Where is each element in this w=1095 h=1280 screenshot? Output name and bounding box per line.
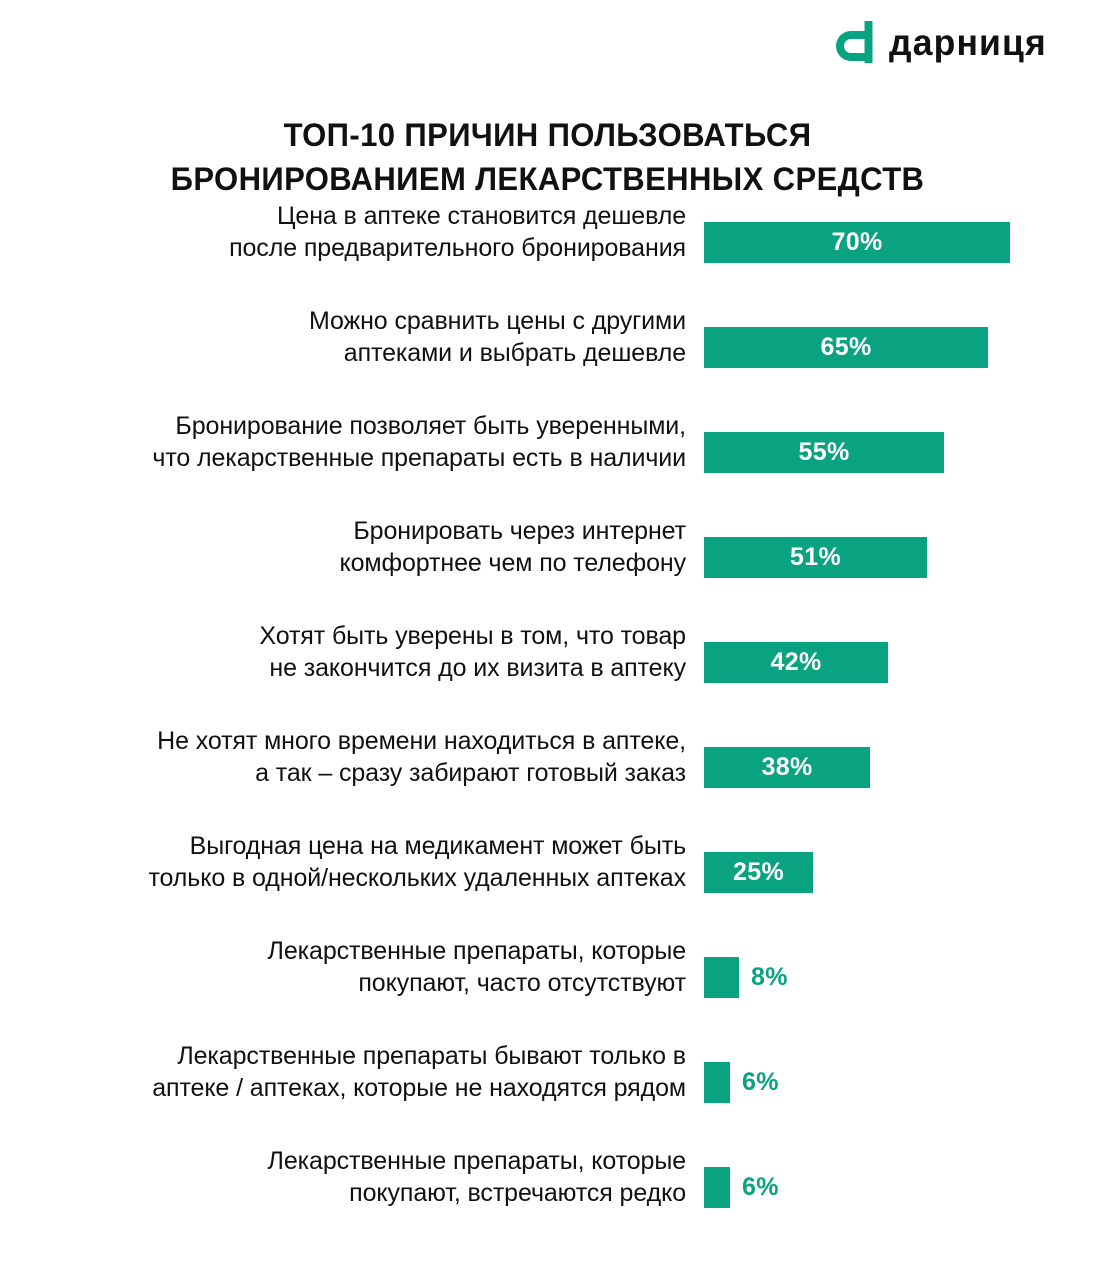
darnitsa-d-logo-icon — [835, 21, 872, 63]
chart-row: Не хотят много времени находиться в апте… — [0, 725, 1095, 830]
bar-value-label: 6% — [742, 1173, 779, 1201]
bar[interactable]: 70% — [704, 222, 1010, 263]
bar-category-label: Бронирование позволяет быть уверенными, ч… — [66, 410, 686, 474]
bar-track: 55% — [704, 432, 944, 473]
bar-category-label: Лекарственные препараты, которые покупают… — [66, 1145, 687, 1209]
bar-category-label-line: аптеке / аптеках, которые не находятся р… — [152, 1074, 686, 1102]
bar-track: 65% — [704, 327, 988, 368]
horizontal-bar-chart: Цена в аптеке становится дешевле после пр… — [0, 200, 1095, 1250]
chart-row: Бронирование позволяет быть уверенными, ч… — [0, 410, 1095, 515]
bar-category-label: Не хотят много времени находиться в апте… — [66, 725, 686, 789]
bar-track: 6% — [704, 1062, 779, 1103]
bar-value-label: 55% — [798, 438, 850, 466]
bar-category-label: Можно сравнить цены с другими аптеками и … — [66, 305, 686, 369]
bar-track: 25% — [704, 852, 813, 893]
bar-category-label: Цена в аптеке становится дешевле после пр… — [66, 200, 686, 264]
bar[interactable]: 38% — [704, 747, 870, 788]
chart-row: Бронировать через интернет комфортнее чем… — [0, 515, 1095, 620]
bar-track: 42% — [704, 642, 888, 683]
bar-value-label: 25% — [733, 858, 784, 886]
chart-row: Хотят быть уверены в том, что товар не за… — [0, 620, 1095, 725]
bar-category-label-line: покупают, встречаются редко — [349, 1179, 686, 1207]
page-title-line-2: БРОНИРОВАНИЕМ ЛЕКАРСТВЕННЫХ СРЕДСТВ — [170, 161, 925, 198]
bar-category-label-line: покупают, часто отсутствуют — [358, 969, 686, 997]
brand-name: дарниця — [888, 21, 1047, 63]
bar-category-label-line: а так – сразу забирают готовый заказ — [255, 759, 686, 787]
chart-row: Лекарственные препараты бывают только в а… — [0, 1040, 1095, 1145]
bar-category-label-line: не закончится до их визита в аптеку — [269, 654, 686, 682]
bar[interactable]: 65% — [704, 327, 988, 368]
bar-track: 51% — [704, 537, 927, 578]
bar-category-label: Лекарственные препараты, которые покупают… — [66, 935, 687, 999]
bar-track: 6% — [704, 1167, 779, 1208]
chart-row: Лекарственные препараты, которые покупают… — [0, 1145, 1095, 1250]
bar-value-label: 38% — [761, 753, 813, 781]
bar-category-label-line: Лекарственные препараты, которые — [267, 1147, 687, 1175]
bar[interactable]: 55% — [704, 432, 944, 473]
bar-value-label: 42% — [770, 648, 822, 676]
bar-category-label-line: что лекарственные препараты есть в налич… — [152, 444, 686, 472]
bar-track: 8% — [704, 957, 788, 998]
bar-category-label-line: после предварительного бронирования — [229, 234, 686, 262]
bar-category-label-line: Лекарственные препараты, которые — [267, 937, 687, 965]
chart-row: Цена в аптеке становится дешевле после пр… — [0, 200, 1095, 305]
page-title: ТОП-10 ПРИЧИН ПОЛЬЗОВАТЬСЯ БРОНИРОВАНИЕМ… — [16, 113, 1078, 201]
bar-category-label-line: Хотят быть уверены в том, что товар — [259, 622, 686, 650]
bar-value-label: 65% — [820, 333, 872, 361]
bar-category-label-line: Можно сравнить цены с другими — [308, 307, 686, 335]
chart-row: Лекарственные препараты, которые покупают… — [0, 935, 1095, 1040]
bar-value-label: 6% — [742, 1068, 779, 1096]
chart-row: Можно сравнить цены с другими аптеками и … — [0, 305, 1095, 410]
page-title-line-1: ТОП-10 ПРИЧИН ПОЛЬЗОВАТЬСЯ — [283, 117, 812, 154]
bar-category-label-line: Лекарственные препараты бывают только в — [177, 1042, 686, 1070]
bar-category-label: Бронировать через интернет комфортнее чем… — [66, 515, 686, 579]
bar[interactable]: 42% — [704, 642, 888, 683]
bar-category-label-line: только в одной/нескольких удаленных апте… — [148, 864, 686, 892]
bar[interactable]: 25% — [704, 852, 813, 893]
bar-category-label-line: комфортнее чем по телефону — [339, 549, 686, 577]
bar[interactable] — [704, 1062, 730, 1103]
bar-value-label: 70% — [831, 228, 883, 256]
bar-category-label-line: Цена в аптеке становится дешевле — [277, 202, 686, 230]
bar[interactable] — [704, 957, 739, 998]
bar-value-label: 8% — [751, 963, 788, 991]
bar-category-label-line: аптеками и выбрать дешевле — [343, 339, 686, 367]
bar[interactable] — [704, 1167, 730, 1208]
bar-category-label-line: Бронирование позволяет быть уверенными, — [175, 412, 686, 440]
chart-row: Выгодная цена на медикамент может быть то… — [0, 830, 1095, 935]
bar-category-label: Выгодная цена на медикамент может быть то… — [66, 830, 686, 894]
bar-category-label: Лекарственные препараты бывают только в а… — [66, 1040, 686, 1104]
bar-category-label-line: Бронировать через интернет — [353, 517, 686, 545]
bar-track: 70% — [704, 222, 1010, 263]
bar[interactable]: 51% — [704, 537, 927, 578]
bar-category-label-line: Выгодная цена на медикамент может быть — [189, 832, 686, 860]
brand-logo: дарниця — [831, 18, 1054, 66]
bar-category-label-line: Не хотят много времени находиться в апте… — [157, 727, 686, 755]
bar-track: 38% — [704, 747, 870, 788]
bar-category-label: Хотят быть уверены в том, что товар не за… — [66, 620, 686, 684]
bar-value-label: 51% — [790, 543, 841, 571]
